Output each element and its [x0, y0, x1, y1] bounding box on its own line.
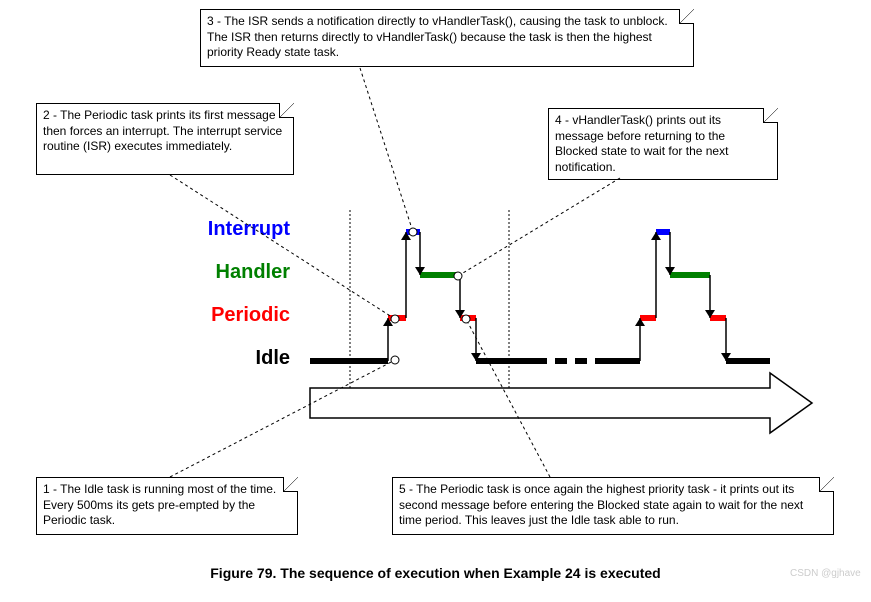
- diagram-svg: [0, 0, 871, 602]
